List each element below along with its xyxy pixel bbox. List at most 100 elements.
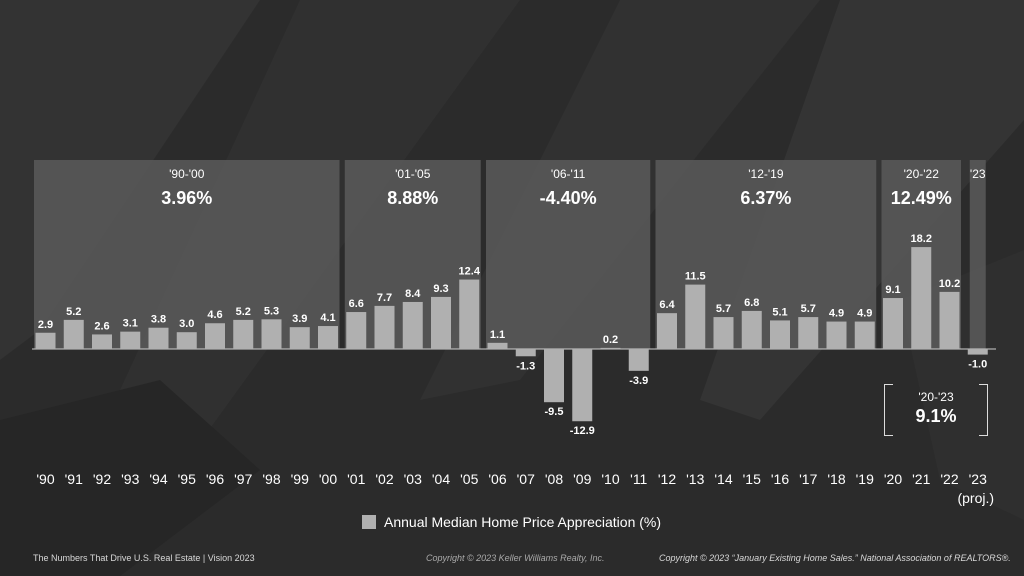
x-tick-17: '07 [517, 471, 535, 487]
bar-label-33: -1.0 [968, 359, 987, 371]
bar-label-29: 4.9 [857, 308, 872, 320]
bar-label-7: 5.2 [236, 306, 251, 318]
bracket-right [979, 384, 988, 436]
period-value-1: 8.88% [387, 188, 438, 208]
x-tick-15: '05 [460, 471, 478, 487]
bar-30 [883, 298, 903, 349]
bar-27 [798, 317, 819, 349]
bar-label-6: 4.6 [207, 309, 222, 321]
x-tick-11: '01 [347, 471, 365, 487]
bar-12 [374, 305, 395, 349]
period-panel-2 [486, 160, 651, 349]
bar-label-21: -3.9 [629, 375, 648, 387]
bar-label-23: 11.5 [685, 271, 706, 283]
bar-21 [628, 349, 649, 371]
bar-label-2: 2.6 [94, 320, 109, 332]
bar-label-26: 5.1 [772, 306, 787, 318]
bar-33 [967, 349, 988, 355]
footer-copyright-kw: Copyright © 2023 Keller Williams Realty,… [426, 553, 605, 563]
x-tick-12: '02 [375, 471, 393, 487]
bar-18 [544, 349, 564, 403]
bar-7 [233, 319, 254, 349]
bar-28 [826, 321, 847, 349]
summary-label: '20-'23 [918, 390, 954, 404]
legend: Annual Median Home Price Appreciation (%… [362, 512, 661, 532]
bar-6 [205, 323, 225, 349]
bar-26 [770, 320, 790, 349]
period-label-1: '01-'05 [395, 167, 431, 181]
bar-label-25: 6.8 [744, 297, 759, 309]
x-tick-16: '06 [488, 471, 506, 487]
bar-label-3: 3.1 [123, 318, 138, 330]
summary-value: 9.1% [915, 406, 957, 426]
footer-title: The Numbers That Drive U.S. Real Estate … [33, 553, 255, 563]
bar-13 [402, 301, 423, 349]
x-tick-24: '14 [714, 471, 732, 487]
bar-5 [176, 332, 197, 349]
period-label-5: '23 [970, 167, 986, 181]
period-label-4: '20-'22 [904, 167, 940, 181]
x-tick-3: '93 [121, 471, 139, 487]
x-tick-6: '96 [206, 471, 224, 487]
bar-label-31: 18.2 [911, 233, 932, 245]
x-tick-21: '11 [630, 471, 647, 487]
bar-label-27: 5.7 [801, 303, 816, 315]
x-tick-18: '08 [545, 471, 563, 487]
x-tick-5: '95 [178, 471, 196, 487]
bar-label-4: 3.8 [151, 314, 166, 326]
x-tick-27: '17 [799, 471, 817, 487]
bar-29 [854, 321, 875, 349]
x-tick-7: '97 [234, 471, 252, 487]
bar-label-0: 2.9 [38, 319, 53, 331]
bar-15 [459, 279, 480, 349]
legend-label: Annual Median Home Price Appreciation (%… [384, 514, 662, 530]
bar-label-14: 9.3 [433, 283, 448, 295]
bar-label-13: 8.4 [405, 288, 421, 300]
bar-label-15: 12.4 [459, 266, 481, 278]
bar-14 [431, 296, 451, 349]
bar-20 [600, 347, 621, 349]
x-tick-1: '91 [65, 471, 83, 487]
bar-17 [515, 349, 536, 357]
x-tick-33: '23 [969, 471, 987, 487]
bar-11 [346, 312, 367, 349]
period-label-2: '06-'11 [551, 167, 586, 181]
x-tick-32: '22 [940, 471, 958, 487]
bar-10 [318, 326, 338, 349]
bar-16 [487, 342, 508, 349]
bar-label-20: 0.2 [603, 334, 618, 346]
x-tick-8: '98 [262, 471, 280, 487]
x-tick-28: '18 [827, 471, 845, 487]
x-tick-23: '13 [686, 471, 704, 487]
bar-3 [120, 331, 141, 349]
x-tick-0: '90 [36, 471, 54, 487]
bar-25 [741, 310, 762, 349]
period-panel-0 [34, 160, 340, 349]
bar-label-18: -9.5 [545, 406, 564, 418]
x-tick-2: '92 [93, 471, 111, 487]
bar-label-32: 10.2 [939, 278, 960, 290]
bar-label-30: 9.1 [885, 284, 900, 296]
x-tick-31: '21 [912, 471, 930, 487]
period-value-0: 3.96% [161, 188, 212, 208]
x-tick-19: '09 [573, 471, 591, 487]
bar-label-17: -1.3 [516, 360, 535, 372]
x-tick-sublabel-33: (proj.) [957, 490, 994, 506]
bar-23 [685, 284, 706, 349]
bar-label-28: 4.9 [829, 308, 844, 320]
x-tick-30: '20 [884, 471, 902, 487]
x-tick-29: '19 [856, 471, 874, 487]
period-label-3: '12-'19 [748, 167, 784, 181]
x-tick-14: '04 [432, 471, 450, 487]
x-tick-26: '16 [771, 471, 789, 487]
bar-0 [35, 332, 56, 349]
legend-swatch [362, 515, 376, 529]
bar-label-1: 5.2 [66, 306, 81, 318]
x-tick-25: '15 [743, 471, 761, 487]
bar-label-12: 7.7 [377, 292, 392, 304]
x-tick-13: '03 [404, 471, 422, 487]
bar-label-22: 6.4 [659, 299, 675, 311]
x-tick-20: '10 [601, 471, 619, 487]
period-value-3: 6.37% [740, 188, 791, 208]
bar-9 [289, 327, 310, 349]
